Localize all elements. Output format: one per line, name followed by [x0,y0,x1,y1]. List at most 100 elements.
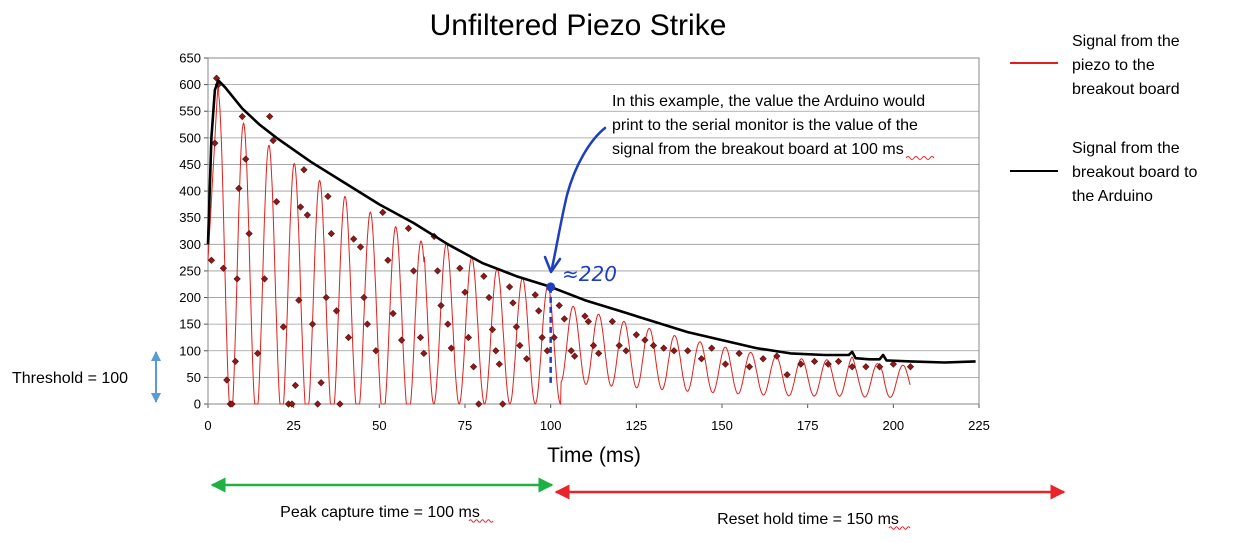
piezo-data-point [332,307,341,315]
piezo-data-point [523,355,531,363]
piezo-data-point [461,288,469,296]
piezo-data-point [211,139,219,147]
piezo-data-point [372,347,380,355]
legend-label-breakout-2: breakout board to [1072,164,1198,181]
piezo-data-point [550,333,558,342]
piezo-data-point [567,347,575,355]
x-tick-label: 175 [797,418,819,433]
piezo-data-point [231,357,240,366]
piezo-data-point [531,291,539,299]
series-line-breakout [206,79,976,364]
piezo-data-point [447,344,455,352]
piezo-data-point [697,355,706,363]
piezo-data-point [314,400,322,408]
piezo-data-point [509,299,517,307]
piezo-data-point [862,363,870,371]
piezo-data-point [660,344,668,352]
piezo-data-point [499,400,507,408]
callout-value-label: ≈220 [562,262,617,286]
piezo-data-point [266,112,274,121]
piezo-data-point [485,293,493,302]
piezo-data-point [745,363,754,371]
piezo-data-point [595,349,603,358]
piezo-data-point [589,341,598,350]
piezo-data-point [555,301,563,310]
peak-capture-label: Peak capture time = 100 ms [280,504,480,521]
legend-label-piezo-1: Signal from the [1072,33,1180,50]
piezo-data-point [303,211,311,219]
piezo-data-point [516,341,524,350]
piezo-data-point [245,230,253,238]
piezo-data-point [288,400,296,408]
piezo-data-point [615,341,623,350]
series-line-piezo [207,78,911,406]
piezo-data-point [300,166,308,174]
y-tick-label: 150 [179,317,201,332]
piezo-data-point [336,400,344,408]
series-layer [206,74,976,408]
piezo-data-point [492,347,500,355]
y-tick-label: 450 [179,157,201,172]
piezo-data-point [324,192,332,201]
piezo-data-point [260,275,269,283]
x-tick-label: 0 [204,418,211,433]
peak-capture-squiggle [468,519,494,523]
threshold-label: Threshold = 100 [12,370,128,387]
x-tick-label: 225 [968,418,990,433]
piezo-data-point [233,275,241,283]
piezo-data-point [444,320,452,328]
callout-pointer-arrowhead [543,255,562,274]
legend-label-breakout-1: Signal from the [1072,140,1180,157]
reset-hold-label: Reset hold time = 150 ms [717,511,899,528]
piezo-data-point [409,267,418,275]
piezo-data-point [538,333,546,342]
chart-title: Unfiltered Piezo Strike [430,9,727,42]
x-tick-label: 200 [882,418,904,433]
piezo-data-point [242,155,250,163]
piezo-data-point [223,376,231,384]
piezo-data-point [608,317,616,326]
piezo-data-point [269,136,277,145]
piezo-data-point [464,333,473,342]
piezo-data-point [308,320,317,328]
x-tick-label: 25 [286,418,300,433]
callout-marker [546,282,556,384]
x-tick-label: 50 [372,418,386,433]
piezo-data-point [505,283,514,291]
piezo-data-point [456,264,464,272]
piezo-data-point [848,363,856,371]
piezo-data-point [327,230,335,238]
x-tick-label: 125 [625,418,647,433]
piezo-data-point [279,323,288,331]
piezo-data-point [876,363,884,371]
piezo-data-point [397,336,406,344]
piezo-data-point [560,315,568,323]
reset-hold-squiggle [888,526,911,530]
legend-label-piezo-3: breakout board [1072,81,1180,98]
y-tick-label: 350 [179,210,201,225]
y-tick-label: 50 [187,370,201,385]
piezo-data-point [469,363,478,371]
piezo-data-point [360,293,368,302]
legend-label-breakout-3: the Arduino [1072,188,1153,205]
piezo-data-point [480,272,488,280]
y-tick-label: 650 [179,51,201,66]
x-tick-label: 100 [540,418,562,433]
piezo-data-point [495,360,503,368]
piezo-data-point [235,184,243,193]
y-tick-label: 600 [179,77,201,92]
piezo-data-point [581,312,589,320]
piezo-data-point [384,256,392,264]
piezo-data-point [291,381,300,389]
piezo-data-point [296,203,305,211]
piezo-data-point [317,379,325,387]
callout-point [546,282,556,292]
piezo-data-point [238,112,246,121]
y-tick-label: 250 [179,263,201,278]
piezo-data-point [708,344,716,352]
piezo-data-point [535,307,543,315]
piezo-data-point [433,267,442,275]
piezo-data-point [228,400,236,408]
callout-pointer-arrow [550,126,607,270]
